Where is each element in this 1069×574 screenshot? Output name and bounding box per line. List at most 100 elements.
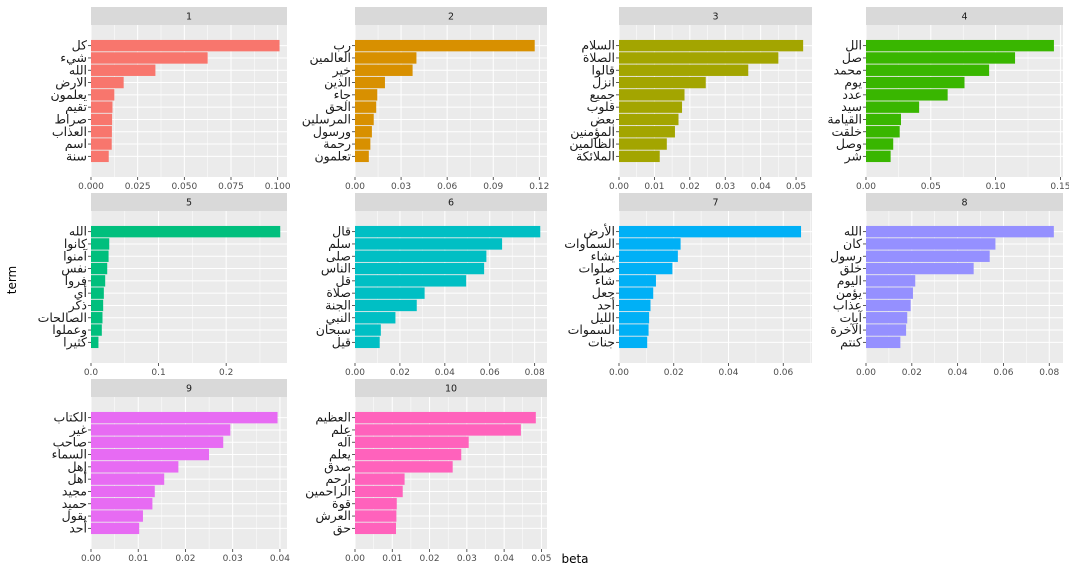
facet-strip-label: 1 xyxy=(186,12,192,23)
term-label: الراحمين xyxy=(305,483,351,499)
term-label: صاحب xyxy=(53,434,87,449)
term-label: صراط xyxy=(54,111,87,127)
x-tick-label: 0.06 xyxy=(437,182,457,192)
x-tick-label: 0.025 xyxy=(125,182,151,192)
bar xyxy=(355,312,396,324)
x-tick-label: 0.01 xyxy=(644,182,664,192)
x-tick-label: 0.0 xyxy=(84,368,99,378)
bar xyxy=(619,64,749,76)
term-label: الصالحات xyxy=(38,310,87,325)
x-tick-label: 0.04 xyxy=(718,368,738,378)
bar xyxy=(355,424,521,436)
term-label: الجنة xyxy=(325,297,351,312)
x-tick-label: 0.00 xyxy=(856,182,876,192)
x-tick-label: 0.05 xyxy=(921,182,941,192)
x-tick-label: 0.09 xyxy=(483,182,503,192)
x-tick-label: 0.02 xyxy=(390,368,410,378)
term-label: قالوا xyxy=(591,62,615,78)
x-tick-label: 0.000 xyxy=(78,182,104,192)
term-label: السماء xyxy=(52,447,87,462)
bar xyxy=(91,312,103,324)
term-label: صلى xyxy=(326,248,351,263)
bar xyxy=(866,275,916,287)
term-label: العذاب xyxy=(52,124,87,139)
x-tick-label: 0.00 xyxy=(345,368,365,378)
facet-strip xyxy=(355,7,547,25)
term-label: الظالمين xyxy=(569,136,615,152)
bar xyxy=(355,461,453,473)
term-label: الملائكة xyxy=(576,148,615,163)
bar xyxy=(619,101,683,113)
term-label: المؤمنين xyxy=(570,124,615,140)
term-label: أحد xyxy=(69,519,87,535)
term-label: بعض xyxy=(590,111,615,127)
term-label: أي xyxy=(74,284,87,300)
facet-panel-5: 5 اللهكانواآمنوانفسفرواأيذكرالصالحاتوعملو… xyxy=(38,193,287,378)
term-label: رسول xyxy=(830,248,862,264)
bar xyxy=(866,262,974,275)
bar xyxy=(355,324,381,336)
facet-strip-label: 10 xyxy=(445,384,457,395)
term-label: انزل xyxy=(592,75,615,91)
x-tick-label: 0.10 xyxy=(986,182,1006,192)
bar xyxy=(619,39,804,52)
bar xyxy=(866,64,990,76)
term-label: سبحان xyxy=(316,322,351,337)
term-label: مجيد xyxy=(62,483,87,498)
term-label: يشاء xyxy=(591,248,616,263)
bar xyxy=(866,76,965,89)
term-label: قلوب xyxy=(587,99,615,115)
facet-strip xyxy=(866,193,1063,211)
bar xyxy=(91,324,102,336)
facet-strip xyxy=(91,7,287,25)
facet-panel-1: 1 كلشيءاللهالارضيعلمونتقيمصراطالعذاباسمسن… xyxy=(50,7,291,192)
bar xyxy=(619,52,779,64)
x-tick-label: 0.02 xyxy=(175,554,195,564)
bar xyxy=(91,473,165,485)
x-tick-label: 0.01 xyxy=(128,554,148,564)
bar xyxy=(91,250,109,262)
term-label: آيات xyxy=(839,310,862,325)
bar xyxy=(866,299,911,312)
facet-strip-label: 3 xyxy=(712,12,718,23)
x-tick-label: 0.01 xyxy=(382,554,402,564)
bar xyxy=(866,238,996,250)
x-tick-label: 0.05 xyxy=(531,554,551,564)
bar xyxy=(866,138,894,150)
x-tick-label: 0.050 xyxy=(171,182,197,192)
facet-panel-10: 10 العظيمعلمآلهيعلمصدقارحمالراحمينقوةالعر… xyxy=(305,379,551,564)
x-tick-label: 0.15 xyxy=(1050,182,1069,192)
term-label: صلوات xyxy=(579,261,615,277)
term-label: خير xyxy=(332,62,351,78)
bar xyxy=(619,76,706,89)
bar xyxy=(355,510,397,522)
bar xyxy=(355,64,413,76)
x-tick-label: 0.04 xyxy=(270,554,290,564)
bar xyxy=(866,225,1054,238)
term-label: الأرض xyxy=(583,224,615,240)
term-label: يوم xyxy=(844,75,862,91)
facet-panel-3: 3 السلامالصلاةقالواانزلجميعقلوببعضالمؤمني… xyxy=(569,7,812,192)
bar xyxy=(355,76,385,89)
facet-strip xyxy=(619,7,812,25)
bar xyxy=(355,275,467,287)
bar xyxy=(91,76,124,89)
term-label: جميع xyxy=(590,87,615,102)
x-tick-label: 0.00 xyxy=(609,182,629,192)
facet-strip-label: 5 xyxy=(186,198,192,209)
term-label: ورسول xyxy=(313,124,351,140)
bar xyxy=(355,498,397,510)
facet-panel-8: 8 اللهكانرسولخلقاليوميؤمنعذابآياتالآخرةكن… xyxy=(830,193,1063,378)
x-tick-label: 0.05 xyxy=(786,182,806,192)
facet-strip-label: 8 xyxy=(961,198,967,209)
bar xyxy=(91,336,99,349)
term-label: الناس xyxy=(321,261,351,277)
bar xyxy=(619,262,673,275)
bar xyxy=(91,436,224,448)
bar xyxy=(866,89,948,101)
x-tick-label: 0.2 xyxy=(219,368,233,378)
facet-strip xyxy=(619,193,812,211)
bar xyxy=(91,126,112,138)
